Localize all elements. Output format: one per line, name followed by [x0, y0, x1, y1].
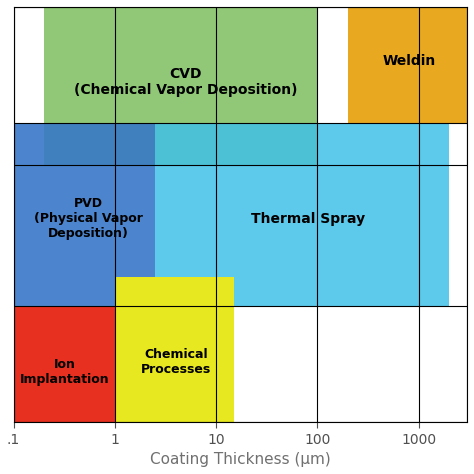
- Bar: [115, 277, 234, 422]
- Text: Weldin: Weldin: [383, 54, 436, 68]
- Text: CVD
(Chemical Vapor Deposition): CVD (Chemical Vapor Deposition): [74, 66, 297, 97]
- Bar: [155, 123, 449, 306]
- Text: Ion
Implantation: Ion Implantation: [20, 358, 109, 386]
- Bar: [14, 123, 155, 306]
- Bar: [44, 7, 318, 164]
- Text: PVD
(Physical Vapor
Deposition): PVD (Physical Vapor Deposition): [34, 197, 143, 240]
- Text: Thermal Spray: Thermal Spray: [251, 212, 365, 226]
- Text: Chemical
Processes: Chemical Processes: [141, 348, 211, 376]
- Bar: [348, 7, 467, 123]
- Bar: [14, 306, 115, 422]
- X-axis label: Coating Thickness (μm): Coating Thickness (μm): [150, 452, 331, 467]
